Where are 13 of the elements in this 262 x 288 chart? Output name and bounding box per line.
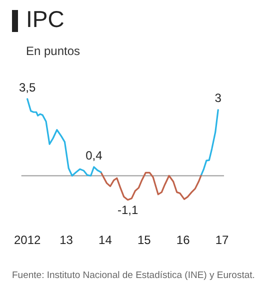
data-label: 3 [214, 91, 222, 106]
x-tick-label: 2012 [14, 233, 42, 248]
x-tick-label: 15 [137, 233, 152, 248]
source-note: Fuente: Instituto Nacional de Estadística (INE) y Eurostat. [12, 270, 255, 281]
chart-title: IPC [26, 6, 64, 33]
x-tick-label: 17 [215, 233, 229, 248]
data-label: 0,4 [86, 148, 103, 162]
x-tick-label: 13 [60, 233, 74, 248]
data-label: -1,1 [117, 203, 138, 218]
x-tick-label: 14 [98, 233, 112, 248]
data-label: 3,5 [19, 80, 36, 94]
chart-subtitle: En puntos [26, 44, 80, 58]
x-tick-label: 16 [176, 233, 190, 248]
